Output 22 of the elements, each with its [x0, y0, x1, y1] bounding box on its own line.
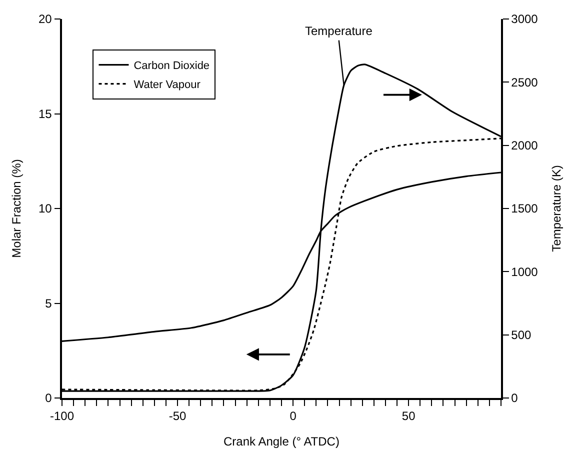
y-tick-label: 5 — [45, 296, 52, 310]
x-tick-label: 50 — [402, 409, 416, 424]
legend-label: Water Vapour — [134, 79, 201, 92]
text: Temperature — [305, 24, 373, 38]
y2-tick-label: 0 — [511, 391, 518, 406]
y-tick-label: 20 — [38, 12, 52, 26]
x-tick-label: -100 — [50, 409, 74, 424]
y-tick-label: 0 — [45, 391, 52, 406]
x-tick-label: 0 — [290, 409, 297, 424]
y2-tick-label: 500 — [511, 328, 532, 342]
y-axis-title: Molar Fraction (%) — [9, 159, 24, 258]
x-axis-title: Crank Angle (° ATDC) — [224, 434, 340, 449]
y2-tick-label: 3000 — [511, 12, 538, 26]
y2-tick-label: 1000 — [511, 264, 538, 279]
y2-tick-label: 2500 — [511, 75, 538, 90]
y2-tick-label: 2000 — [511, 138, 538, 153]
y2-axis-title: Temperature (K) — [550, 165, 564, 252]
legend-label: Carbon Dioxide — [134, 60, 210, 72]
y-tick-label: 10 — [38, 202, 52, 216]
y2-tick-label: 1500 — [511, 202, 538, 216]
y-tick-label: 15 — [38, 106, 52, 121]
x-tick-label: -50 — [168, 409, 187, 424]
